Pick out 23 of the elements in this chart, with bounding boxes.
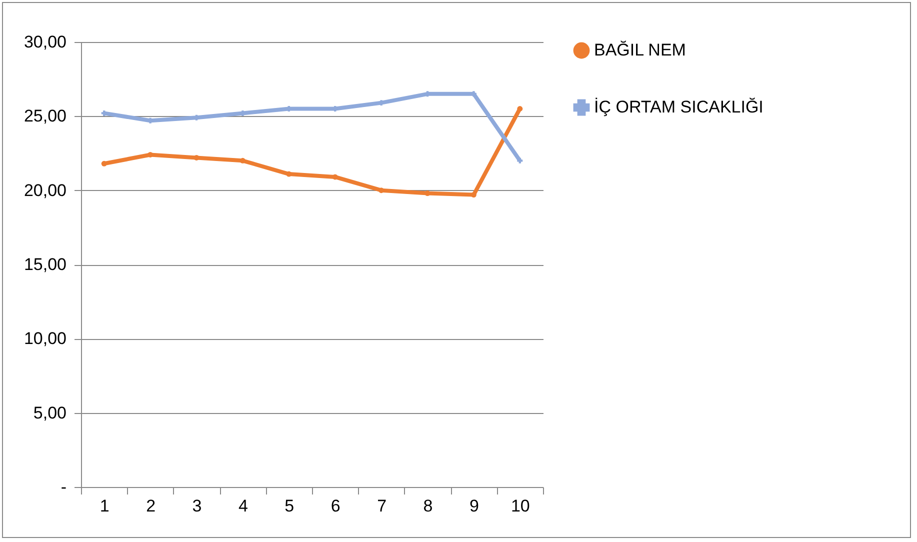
x-tick-label: 7 (377, 496, 387, 516)
y-tick-label: 25,00 (24, 106, 66, 126)
legend-label: BAĞIL NEM (594, 40, 686, 60)
x-tick-label: 8 (423, 496, 433, 516)
point (101, 160, 107, 166)
point (517, 106, 523, 112)
x-tick-label: 2 (146, 496, 156, 516)
y-tick-label: 20,00 (24, 180, 66, 200)
point (517, 158, 523, 164)
x-tick-label: 6 (330, 496, 340, 516)
x-tick-label: 3 (192, 496, 202, 516)
legend-label: İÇ ORTAM SICAKLIĞI (594, 98, 764, 116)
x-tick-label: 1 (100, 496, 110, 516)
x-tick-label: 4 (238, 496, 248, 516)
y-tick-label: 15,00 (24, 255, 66, 274)
y-tick-label: - (60, 478, 66, 496)
x-tick-label: 5 (284, 496, 294, 516)
y-tick-label: 5,00 (33, 403, 66, 422)
x-tick-label: 10 (510, 496, 530, 516)
y-tick-label: 30,00 (24, 32, 66, 52)
y-tick-label: 10,00 (24, 329, 66, 348)
x-tick-label: 9 (469, 496, 479, 516)
point (286, 171, 292, 177)
